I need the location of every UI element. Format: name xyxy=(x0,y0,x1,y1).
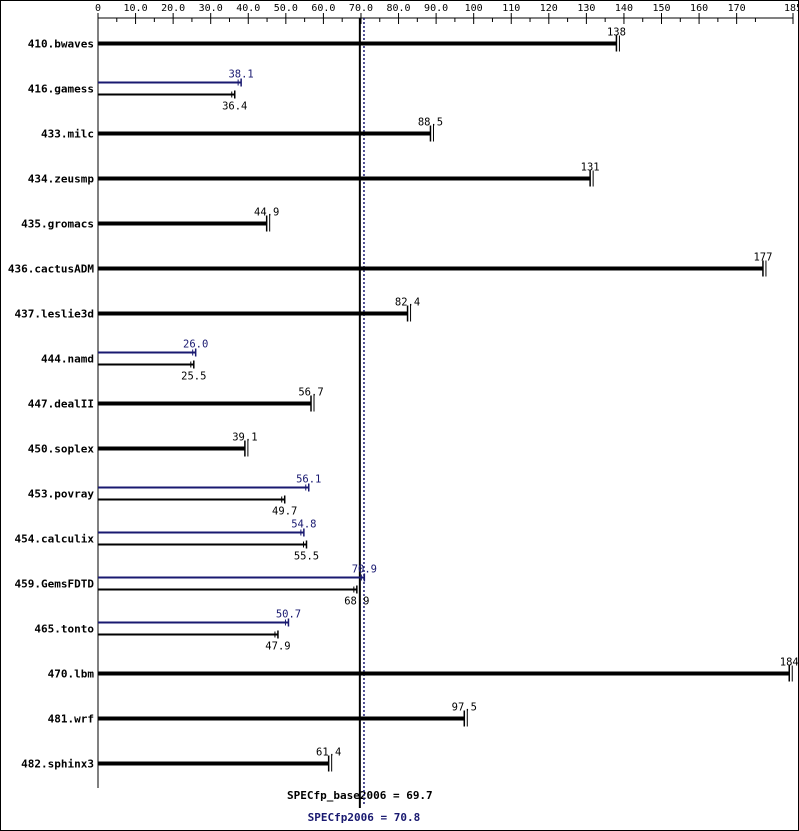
bar-base xyxy=(98,266,763,271)
x-tick-label: 150 xyxy=(652,3,670,14)
benchmark-label: 436.cactusADM xyxy=(8,263,94,276)
x-axis: 0 10.0 20.0 30.0 40.0 50.0 60.0 70.0 80.0 90.0 100… xyxy=(95,3,799,788)
x-tick-label: 100 xyxy=(465,3,483,14)
value-label-base: 138 xyxy=(607,27,626,39)
benchmark-label: 465.tonto xyxy=(34,623,94,636)
x-tick-label: 80.0 xyxy=(386,3,410,14)
value-label-peak: 50.7 xyxy=(276,609,301,621)
value-label-base: 177 xyxy=(753,252,772,264)
x-tick-label: 30.0 xyxy=(199,3,223,14)
x-tick-label: 50.0 xyxy=(274,3,298,14)
value-label-base: 131 xyxy=(581,162,600,174)
bar-base xyxy=(98,176,591,181)
value-label-base: 61.4 xyxy=(316,747,341,759)
value-label-base: 36.4 xyxy=(222,101,247,113)
x-tick-label: 90.0 xyxy=(424,3,448,14)
x-tick-label: 40.0 xyxy=(236,3,260,14)
value-label-base: 44.9 xyxy=(254,207,279,219)
benchmark-label: 444.namd xyxy=(41,353,94,366)
value-label-base: 68.9 xyxy=(344,596,369,608)
benchmark-label: 416.gamess xyxy=(28,83,94,96)
x-tick-label: 170 xyxy=(728,3,746,14)
benchmark-label: 435.gromacs xyxy=(21,218,94,231)
value-label-base: 49.7 xyxy=(272,506,297,518)
value-label-peak: 70.9 xyxy=(352,564,377,576)
value-label-peak: 26.0 xyxy=(183,339,208,351)
bars: 138 38.1 36.4 88.5 131 44.9 177 82.4 26.0 25.5 56.… xyxy=(98,27,799,772)
x-tick-label: 130 xyxy=(577,3,595,14)
benchmark-label: 453.povray xyxy=(28,488,95,501)
benchmark-label: 481.wrf xyxy=(48,713,94,726)
bar-base xyxy=(98,41,617,46)
x-tick-label: 120 xyxy=(540,3,558,14)
value-label-base: 82.4 xyxy=(395,297,420,309)
benchmark-label: 437.leslie3d xyxy=(15,308,94,321)
value-label-base: 184 xyxy=(780,657,799,669)
bar-base xyxy=(98,221,267,226)
value-label-base: 25.5 xyxy=(181,371,206,383)
x-tick-label: 60.0 xyxy=(311,3,335,14)
x-tick-label: 185 xyxy=(784,3,799,14)
benchmark-label: 434.zeusmp xyxy=(28,173,95,186)
x-tick-label: 20.0 xyxy=(161,3,185,14)
value-label-peak: 54.8 xyxy=(291,519,316,531)
benchmark-label: 410.bwaves xyxy=(28,38,94,51)
value-label-peak: 38.1 xyxy=(228,69,253,81)
x-tick-label: 0 xyxy=(95,3,101,14)
benchmark-label: 470.lbm xyxy=(48,668,95,681)
bar-base xyxy=(98,131,431,136)
reference-label-base: SPECfp_base2006 = 69.7 xyxy=(287,789,433,802)
reference-lines: SPECfp_base2006 = 69.7 SPECfp2006 = 70.8 xyxy=(287,18,433,824)
benchmark-label: 459.GemsFDTD xyxy=(15,578,95,591)
value-label-base: 56.7 xyxy=(298,387,323,399)
value-label-base: 47.9 xyxy=(265,641,290,653)
bar-base xyxy=(98,671,790,676)
x-tick-label: 160 xyxy=(690,3,708,14)
benchmark-label: 447.dealII xyxy=(28,398,94,411)
value-label-base: 97.5 xyxy=(452,702,477,714)
bar-base xyxy=(98,446,245,451)
reference-label-peak: SPECfp2006 = 70.8 xyxy=(308,811,421,824)
value-label-peak: 56.1 xyxy=(296,474,321,486)
bar-base xyxy=(98,761,329,766)
benchmark-label: 433.milc xyxy=(41,128,94,141)
value-label-base: 55.5 xyxy=(294,551,319,563)
bar-base xyxy=(98,401,312,406)
benchmark-label: 482.sphinx3 xyxy=(21,758,94,771)
x-tick-label: 110 xyxy=(502,3,520,14)
bar-base xyxy=(98,311,408,316)
benchmark-rows: 410.bwaves 416.gamess 433.milc 434.zeusmp 43… xyxy=(8,38,94,771)
value-label-base: 88.5 xyxy=(418,117,443,129)
benchmark-label: 454.calculix xyxy=(15,533,95,546)
x-tick-label: 10.0 xyxy=(124,3,148,14)
x-tick-label: 70.0 xyxy=(349,3,373,14)
x-tick-label: 140 xyxy=(615,3,633,14)
bar-base xyxy=(98,716,465,721)
benchmark-label: 450.soplex xyxy=(28,443,95,456)
value-label-base: 39.1 xyxy=(232,432,257,444)
